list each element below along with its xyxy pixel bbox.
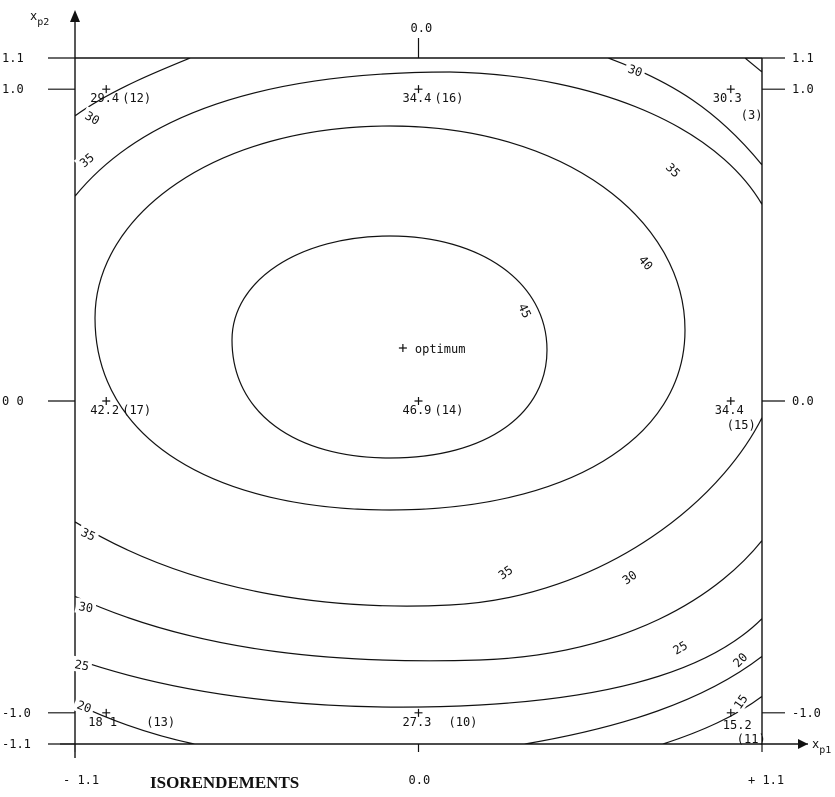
contour-label: 30 <box>620 568 640 588</box>
contour-30-upper-left <box>75 58 192 117</box>
point-run-number: (17) <box>122 403 151 417</box>
contour-label: 45 <box>515 301 534 320</box>
x-tick-label: + 1.1 <box>748 773 784 787</box>
point-marker <box>726 397 735 405</box>
point-value: 34.4 <box>715 403 744 417</box>
contour-label-bg <box>79 106 105 130</box>
point-run-number: (14) <box>435 403 464 417</box>
contour-label: 30 <box>77 599 94 615</box>
y-tick-label: 0 0 <box>2 394 24 408</box>
contour-label: 15 <box>731 692 751 712</box>
x-tick-label: 0.0 <box>409 773 431 787</box>
x-axis-arrow <box>798 739 808 749</box>
contour-20 <box>75 655 762 744</box>
y-tick-label: -1.1 <box>2 737 31 751</box>
point-run-number: (16) <box>435 91 464 105</box>
tick-group: - 1.1 0.0 + 1.1 0.0 1.1 1.0 0 0 -1.0 -1.1 1.1 1.0 0… <box>2 21 821 787</box>
y-axis-title: xp2 <box>30 9 49 28</box>
point-run-number: (3) <box>741 108 763 122</box>
contour-label: 25 <box>73 657 90 673</box>
contour-label: 20 <box>75 698 93 716</box>
point-run-number: (11) <box>737 732 766 746</box>
point-run-number: (13) <box>146 715 175 729</box>
contour-label: 25 <box>671 638 691 657</box>
contour-45 <box>231 235 548 459</box>
contour-label-bg <box>492 560 518 585</box>
contour-35-upper <box>75 71 762 206</box>
contour-25 <box>75 617 762 708</box>
y-right-tick-label: -1.0 <box>792 706 821 720</box>
design-points: 29.4 (12) 34.4 (16) 30.3(3)42.2 (17) 46.9 (14) 3… <box>88 85 766 746</box>
y-axis-arrow <box>70 10 80 22</box>
point-marker <box>726 85 735 94</box>
contour-label-bg <box>70 655 93 674</box>
contour-label-bg <box>633 249 659 275</box>
contour-30-corner <box>744 58 762 73</box>
contour-label-bg <box>74 597 97 616</box>
plot-frame <box>60 20 808 758</box>
point-value: 34.4 <box>403 91 432 105</box>
contour-label-bg <box>728 689 753 715</box>
point-marker <box>102 708 111 717</box>
y-tick-label: 1.0 <box>2 82 24 96</box>
optimum-marker <box>398 343 407 352</box>
point-value: 15.2 <box>723 718 752 732</box>
contour-lines <box>75 58 762 744</box>
point-marker <box>102 397 111 405</box>
point-value: 42.2 <box>90 403 119 417</box>
y-right-tick-label: 0.0 <box>792 394 814 408</box>
y-right-tick-label: 1.0 <box>792 82 814 96</box>
optimum-label: optimum <box>415 342 466 356</box>
contour-label-bg <box>623 59 648 81</box>
contour-label-bg <box>72 695 97 717</box>
contour-label-bg <box>660 157 686 183</box>
contour-40 <box>94 125 686 511</box>
chart-title: ISORENDEMENTS <box>150 773 299 792</box>
contour-label: 35 <box>496 563 516 583</box>
contour-label-bg <box>667 636 693 660</box>
point-marker <box>414 397 423 405</box>
contour-label: 30 <box>83 108 103 127</box>
contour-label-bg <box>514 298 537 323</box>
contour-label-bg <box>727 647 753 673</box>
contour-label: 35 <box>79 525 98 544</box>
contour-label: 30 <box>626 62 644 80</box>
point-run-number: (12) <box>122 91 151 105</box>
point-value: 30.3 <box>713 91 742 105</box>
x-top-tick-label: 0.0 <box>411 21 433 35</box>
x-axis-title: xp1 <box>812 737 831 756</box>
point-value: 46.9 <box>403 403 432 417</box>
contour-35-lower <box>75 416 762 607</box>
contour-30-lower <box>75 539 762 662</box>
point-marker <box>726 708 735 717</box>
y-right-tick-label: 1.1 <box>792 51 814 65</box>
contour-30-upper-right <box>606 58 762 166</box>
contour-label-bg <box>76 522 101 545</box>
point-run-number: (15) <box>727 418 756 432</box>
point-value: 27.3 <box>403 715 432 729</box>
point-marker <box>102 85 111 94</box>
contour-label-bg <box>73 147 99 173</box>
contour-15 <box>660 695 762 744</box>
point-value: 18 1 <box>88 715 117 729</box>
contour-label-bg <box>616 565 642 590</box>
point-marker <box>414 85 423 94</box>
point-value: 29.4 <box>90 91 119 105</box>
x-tick-label: - 1.1 <box>63 773 99 787</box>
y-tick-label: -1.0 <box>2 706 31 720</box>
y-tick-label: 1.1 <box>2 51 24 65</box>
point-run-number: (10) <box>449 715 478 729</box>
point-marker <box>414 708 423 717</box>
